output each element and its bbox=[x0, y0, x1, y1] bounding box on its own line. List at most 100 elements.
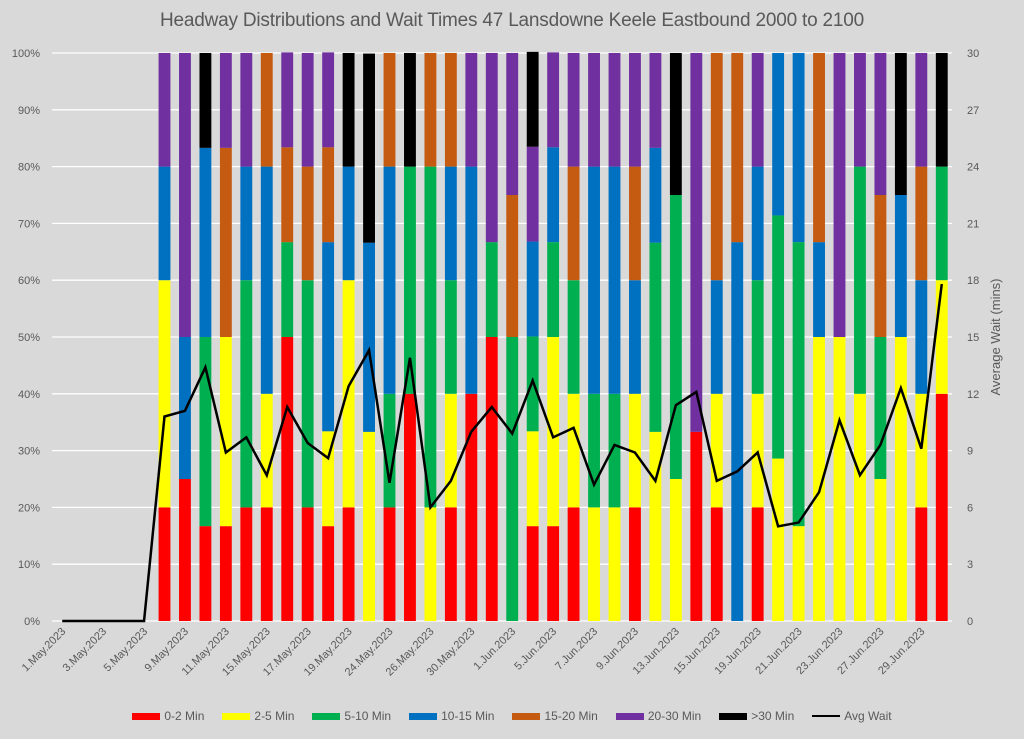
bar-stack bbox=[219, 53, 232, 621]
y-tick-label: 70% bbox=[18, 218, 40, 230]
y-tick-label: 40% bbox=[18, 389, 40, 401]
bar-segment bbox=[833, 53, 846, 337]
bar-segment bbox=[588, 393, 600, 508]
bar-segment bbox=[485, 242, 498, 337]
bar-segment bbox=[567, 53, 580, 167]
bar-segment bbox=[608, 53, 621, 167]
bar-segment bbox=[813, 337, 825, 621]
bar-segment bbox=[363, 431, 375, 621]
bar-segment bbox=[710, 507, 723, 621]
y-right-tick-label: 9 bbox=[967, 446, 973, 458]
avg-wait-polyline bbox=[62, 283, 944, 623]
bar-segment bbox=[567, 507, 580, 621]
bar-segment bbox=[751, 507, 764, 621]
y-tick-label: 90% bbox=[18, 105, 40, 117]
y-tick-label: 100% bbox=[12, 48, 40, 60]
bar-segment bbox=[240, 53, 253, 167]
bar-segment bbox=[219, 53, 232, 148]
bar-stack bbox=[363, 53, 375, 621]
bar-segment bbox=[874, 53, 887, 195]
y-tick-label: 50% bbox=[18, 332, 40, 344]
bar-segment bbox=[383, 393, 396, 508]
bar-segment bbox=[506, 53, 519, 195]
legend-item: Avg Wait bbox=[812, 709, 892, 723]
bar-segment bbox=[649, 242, 662, 432]
bar-segment bbox=[240, 166, 253, 281]
legend-swatch bbox=[132, 712, 161, 720]
bar-stack bbox=[751, 53, 764, 621]
bar-segment bbox=[485, 337, 498, 621]
bar-segment bbox=[874, 195, 887, 337]
bar-segment bbox=[547, 242, 560, 337]
legend-item: 10-15 Min bbox=[409, 709, 494, 723]
bar-segment bbox=[465, 166, 478, 394]
bar-segment bbox=[301, 507, 314, 621]
y-tick-label: 10% bbox=[18, 559, 40, 571]
bar-segment bbox=[690, 53, 703, 432]
bar-stack bbox=[629, 53, 641, 621]
bar-stack bbox=[424, 53, 437, 621]
legend-swatch bbox=[312, 712, 341, 720]
bar-segment bbox=[710, 280, 723, 394]
legend-item: 2-5 Min bbox=[222, 709, 294, 723]
legend-item: 0-2 Min bbox=[132, 709, 204, 723]
legend-swatch bbox=[222, 712, 251, 720]
bar-segment bbox=[240, 280, 253, 508]
bar-segment bbox=[629, 393, 641, 508]
bar-segment bbox=[854, 53, 866, 167]
bar-stack bbox=[588, 53, 600, 621]
bar-segment bbox=[506, 195, 519, 337]
bar-segment bbox=[751, 393, 764, 508]
y-right-tick-label: 6 bbox=[967, 502, 973, 514]
bar-segment bbox=[567, 166, 580, 281]
bar-segment bbox=[342, 280, 355, 508]
bar-stack bbox=[649, 53, 662, 621]
bar-segment bbox=[588, 166, 600, 394]
bar-segment bbox=[383, 166, 396, 394]
bar-segment bbox=[772, 458, 785, 621]
bar-stack bbox=[322, 52, 335, 621]
bar-segment bbox=[935, 166, 948, 281]
legend-label: 0-2 Min bbox=[164, 709, 205, 723]
bar-segment bbox=[854, 393, 866, 621]
y-right-tick-label: 12 bbox=[967, 389, 979, 401]
bar-stack bbox=[690, 53, 703, 621]
bar-segment bbox=[444, 393, 457, 508]
bar-segment bbox=[383, 53, 396, 167]
bar-stack bbox=[833, 53, 846, 621]
bar-segment bbox=[424, 166, 437, 508]
legend-label: 10-15 Min bbox=[441, 709, 495, 723]
bar-segment bbox=[874, 337, 887, 479]
bar-segment bbox=[465, 53, 478, 167]
y-right-tick-label: 30 bbox=[967, 48, 979, 60]
bar-segment bbox=[260, 166, 273, 394]
bar-segment bbox=[322, 526, 335, 621]
x-tick-label: 5.Jun.2023 bbox=[512, 626, 559, 673]
chart-title: Headway Distributions and Wait Times 47 … bbox=[159, 10, 865, 31]
bar-segment bbox=[158, 280, 171, 508]
bar-stack bbox=[915, 53, 928, 621]
legend-item: 15-20 Min bbox=[512, 709, 598, 723]
bar-segment bbox=[588, 507, 600, 621]
bar-segment bbox=[915, 280, 928, 394]
bar-segment bbox=[444, 53, 457, 167]
bar-segment bbox=[629, 280, 641, 394]
bar-segment bbox=[792, 53, 805, 243]
bar-segment bbox=[772, 215, 785, 459]
bar-segment bbox=[547, 147, 560, 243]
bar-segment bbox=[219, 337, 232, 527]
bar-segment bbox=[444, 507, 457, 621]
bar-segment bbox=[792, 242, 805, 527]
y-right-tick-label: 21 bbox=[967, 218, 979, 230]
legend-swatch bbox=[719, 712, 748, 720]
bar-stack bbox=[404, 53, 416, 621]
bar-segment bbox=[588, 53, 600, 167]
bar-segment bbox=[751, 53, 764, 167]
y-right-tick-label: 27 bbox=[967, 105, 979, 117]
bar-stack bbox=[894, 53, 907, 621]
bar-stack bbox=[526, 51, 539, 621]
legend: 0-2 Min 2-5 Min 5-10 Min 10-15 Min 15-20 Min… bbox=[0, 709, 1024, 723]
bar-segment bbox=[301, 53, 314, 167]
bar-segment bbox=[526, 241, 539, 337]
bar-segment bbox=[669, 53, 682, 195]
